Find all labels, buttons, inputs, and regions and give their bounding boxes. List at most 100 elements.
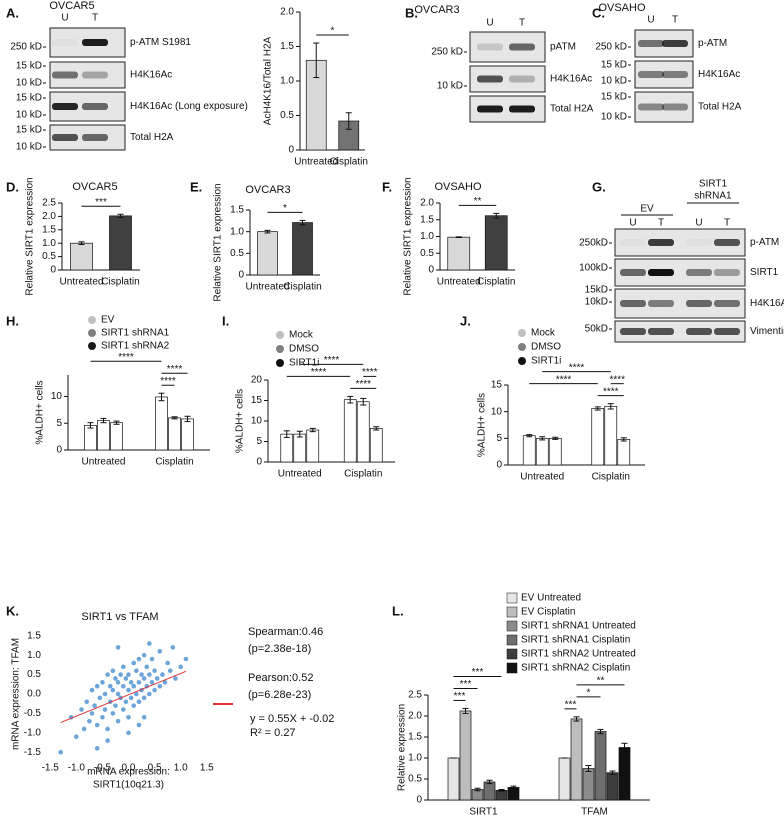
legend-marker bbox=[506, 620, 518, 632]
x-tick-label: SIRT1 bbox=[469, 807, 498, 818]
row-label: H4K16Ac (Long exposure) bbox=[130, 101, 248, 112]
x-tick-label: Cisplatin bbox=[155, 457, 193, 468]
group-label: SIRT1 bbox=[699, 179, 728, 190]
significance-label: * bbox=[283, 203, 287, 214]
legend-label: SIRT1 shRNA2 Cisplatin bbox=[521, 663, 630, 674]
lane-label: T bbox=[724, 218, 730, 229]
bar bbox=[257, 231, 278, 276]
y-tick-label: 20 bbox=[251, 375, 263, 386]
point bbox=[178, 664, 183, 670]
band bbox=[82, 71, 108, 79]
point bbox=[110, 687, 116, 693]
x-tick-label: -1.5 bbox=[42, 763, 60, 774]
significance-label: ** bbox=[474, 196, 482, 207]
point bbox=[89, 711, 95, 716]
point bbox=[128, 680, 134, 685]
y-tick-label: 0 bbox=[256, 457, 262, 468]
chart-title: SIRT1 vs TFAM bbox=[81, 611, 158, 623]
marker-label: 15 kD bbox=[16, 125, 42, 136]
significance-label: *** bbox=[95, 197, 107, 208]
y-tick-label: 15 bbox=[491, 380, 503, 391]
point bbox=[131, 683, 137, 689]
x-tick-label: Untreated bbox=[437, 277, 481, 288]
band bbox=[82, 134, 108, 141]
point bbox=[87, 718, 92, 724]
band bbox=[648, 328, 674, 335]
blot-title: OVCAR5 bbox=[49, 0, 94, 12]
y-tick-label: 2.0 bbox=[408, 711, 422, 722]
bar bbox=[558, 757, 571, 801]
annotation: Pearson:0.52 bbox=[248, 672, 313, 684]
point bbox=[123, 699, 129, 705]
y-tick-label: 1.0 bbox=[408, 753, 422, 764]
band bbox=[662, 71, 688, 78]
band bbox=[638, 103, 664, 111]
point bbox=[131, 660, 137, 666]
blot-strip bbox=[614, 320, 746, 343]
x-tick-label: -1.0 bbox=[68, 763, 86, 774]
legend-marker bbox=[518, 329, 526, 337]
point bbox=[134, 691, 139, 697]
legend-marker bbox=[518, 357, 526, 365]
marker-label: 15 kD bbox=[16, 93, 42, 104]
marker-label: 10 kD bbox=[601, 112, 627, 123]
legend-marker bbox=[88, 316, 96, 324]
marker-label: 15 kD bbox=[601, 60, 627, 71]
point bbox=[147, 672, 152, 677]
bar bbox=[110, 422, 123, 451]
point bbox=[94, 683, 100, 689]
y-tick-label: 2.5 bbox=[408, 690, 422, 701]
legend-label: Mock bbox=[531, 328, 556, 339]
legend-marker bbox=[506, 648, 518, 660]
x-tick-label: Untreated bbox=[520, 472, 564, 483]
point bbox=[115, 645, 121, 650]
legend-marker bbox=[276, 331, 284, 339]
y-axis-label: AcH4K16/Total H2A bbox=[263, 36, 274, 125]
y-tick-label: 0.5 bbox=[230, 248, 244, 259]
legend-label: SIRT1 shRNA2 Untreated bbox=[521, 649, 636, 660]
point bbox=[147, 641, 152, 646]
annotation: y = 0.55X + -0.02 bbox=[250, 713, 334, 725]
point bbox=[100, 714, 105, 720]
legend-marker bbox=[276, 345, 284, 353]
bar bbox=[447, 236, 471, 271]
legend-marker bbox=[518, 343, 526, 351]
annotation: Spearman:0.46 bbox=[248, 626, 323, 638]
x-tick-label: Cisplatin bbox=[592, 472, 630, 483]
point bbox=[115, 718, 121, 724]
point bbox=[79, 707, 84, 712]
y-tick-label: 1.0 bbox=[280, 76, 294, 87]
band bbox=[648, 269, 674, 276]
point bbox=[123, 676, 129, 681]
legend-marker bbox=[506, 662, 518, 674]
bar bbox=[84, 425, 97, 451]
x-tick-label: Cisplatin bbox=[477, 277, 515, 288]
bar bbox=[617, 439, 631, 466]
marker-label: 10 kD bbox=[16, 142, 42, 153]
point bbox=[94, 722, 100, 728]
bar bbox=[306, 429, 320, 463]
marker-label: 15kD bbox=[585, 285, 608, 296]
bar bbox=[447, 757, 460, 801]
point bbox=[110, 711, 116, 716]
y-tick-label: 0.0 bbox=[27, 689, 41, 700]
y-tick-label: -1.5 bbox=[24, 747, 42, 758]
band bbox=[82, 103, 108, 110]
x-axis-label: SIRT1(10q21.3) bbox=[93, 780, 164, 791]
legend-label: SIRT1 shRNA1 Untreated bbox=[521, 621, 636, 632]
y-axis-label: mRNA expression: TFAM bbox=[11, 638, 22, 750]
x-tick-label: 0.0 bbox=[122, 763, 136, 774]
legend-marker bbox=[506, 592, 518, 604]
point bbox=[167, 668, 173, 674]
annotation: (p=6.28e-23) bbox=[248, 689, 311, 701]
point bbox=[92, 703, 97, 708]
legend-marker bbox=[506, 634, 518, 646]
marker-label: 10 kD bbox=[16, 110, 42, 121]
significance-label: ** bbox=[597, 675, 605, 686]
lane-label: T bbox=[519, 18, 525, 29]
bar bbox=[522, 435, 536, 466]
band bbox=[509, 43, 535, 51]
legend-label: EV Cisplatin bbox=[521, 607, 575, 618]
point bbox=[97, 695, 103, 701]
row-label: Total H2A bbox=[550, 104, 594, 115]
